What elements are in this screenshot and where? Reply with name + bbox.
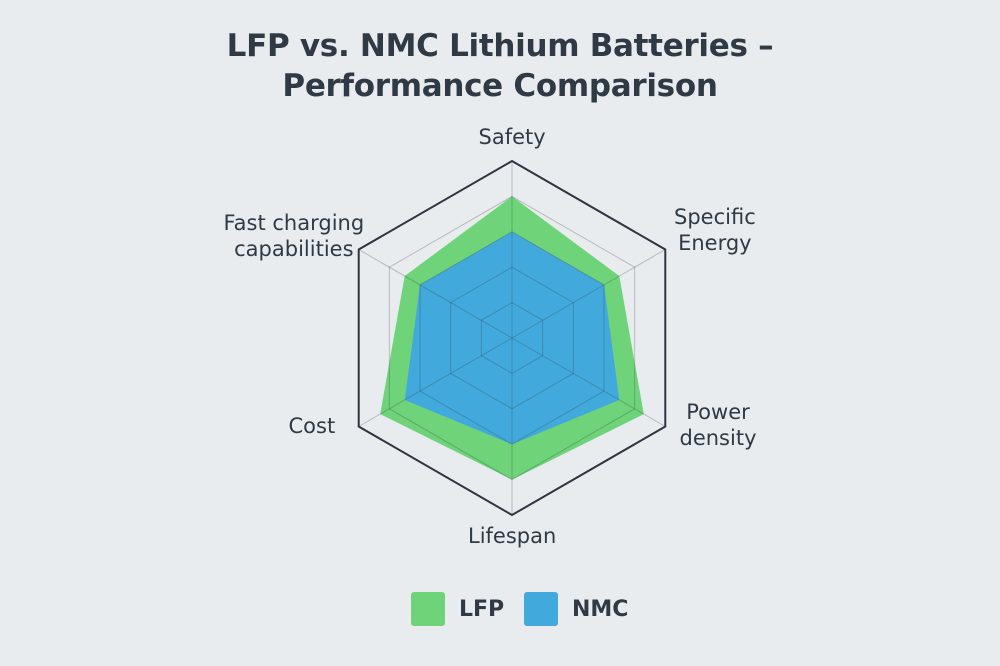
axis-label-lifespan: Lifespan: [468, 523, 556, 549]
grid-spoke-3: [511, 337, 666, 427]
legend-label-lfp: LFP: [459, 596, 505, 622]
legend-swatch-nmc: [524, 592, 558, 626]
legend-swatch-lfp: [411, 592, 445, 626]
grid-ring-4: [388, 195, 636, 481]
axis-label-fast-charging-capabilities: Fast charging capabilities: [224, 210, 365, 262]
axis-label-specific-energy: Specific Energy: [674, 204, 756, 256]
grid-ring-3: [419, 231, 605, 445]
grid-spoke-5: [358, 337, 513, 427]
grid-spoke-2: [511, 249, 666, 339]
axis-label-safety: Safety: [479, 124, 546, 150]
grid-ring-1: [480, 302, 544, 374]
grid-spoke-6: [358, 249, 513, 339]
axis-label-line: capabilities: [234, 237, 354, 261]
series-area-nmc: [404, 231, 620, 445]
axis-label-power-density: Power density: [680, 399, 757, 451]
radar-outer-frame: [357, 159, 667, 517]
axis-label-line: Energy: [678, 231, 752, 255]
legend-item-lfp: LFP: [411, 592, 504, 626]
axis-label-line: Lifespan: [468, 524, 557, 548]
axis-label-line: Fast charging: [223, 211, 365, 235]
chart-title-line-2: Performance Comparison: [282, 68, 718, 104]
axis-label-line: density: [679, 426, 757, 450]
legend-item-nmc: NMC: [524, 592, 628, 626]
axis-label-line: Power: [686, 400, 750, 424]
axis-label-line: Safety: [478, 125, 546, 149]
legend: LFP NMC: [0, 592, 1000, 628]
grid-ring-2: [450, 266, 574, 410]
legend-label-nmc: NMC: [572, 596, 629, 622]
axis-label-line: Specific: [674, 205, 756, 229]
axis-label-line: Cost: [288, 414, 336, 438]
axis-label-cost: Cost: [289, 413, 336, 439]
chart-title-line-1: LFP vs. NMC Lithium Batteries –: [226, 28, 774, 64]
